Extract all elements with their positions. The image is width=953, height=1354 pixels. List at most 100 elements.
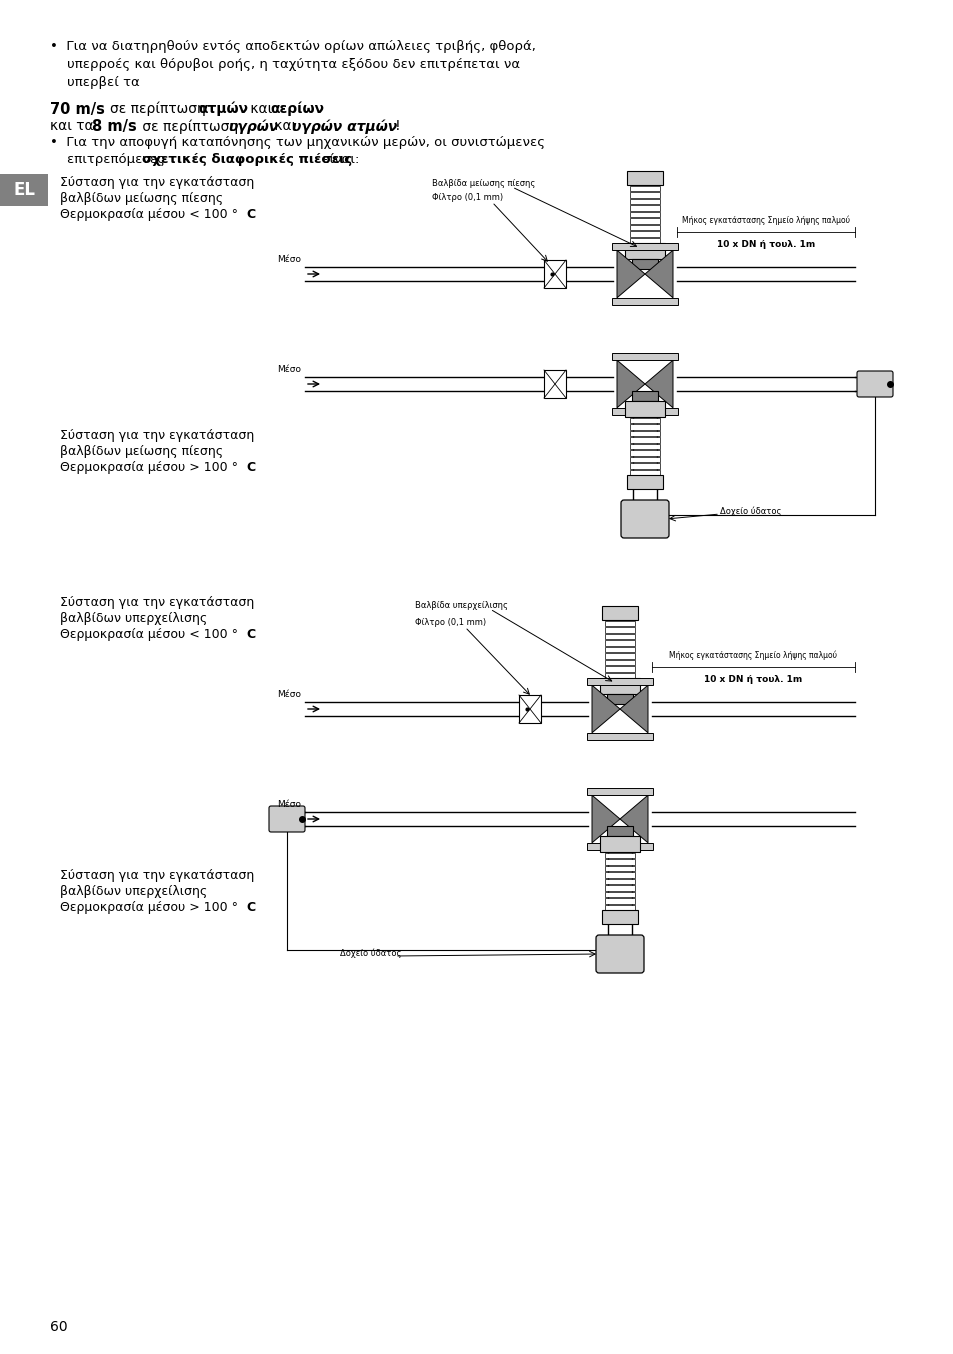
FancyBboxPatch shape [596, 936, 643, 974]
Bar [629, 463, 659, 468]
Text: βαλβίδων υπερχείλισης: βαλβίδων υπερχείλισης [60, 886, 207, 898]
Bar [604, 860, 635, 865]
Bar [604, 640, 635, 646]
Bar [586, 788, 652, 795]
Text: Μέσο: Μέσο [276, 255, 301, 264]
Bar [629, 232, 659, 237]
Bar [604, 892, 635, 898]
Text: και: και [246, 102, 276, 116]
Bar [629, 206, 659, 211]
Text: υγρών: υγρών [228, 119, 278, 134]
Text: υπερροές και θόρυβοι ροής, η ταχύτητα εξόδου δεν επιτρέπεται να: υπερροές και θόρυβοι ροής, η ταχύτητα εξ… [50, 58, 519, 70]
Polygon shape [592, 795, 619, 842]
Text: αερίων: αερίων [270, 102, 324, 116]
Bar [629, 418, 659, 424]
Text: σε περίπτωση: σε περίπτωση [110, 102, 210, 116]
Polygon shape [592, 685, 619, 733]
Bar [599, 835, 639, 852]
Bar [631, 391, 658, 401]
Bar [586, 733, 652, 739]
Bar [604, 898, 635, 903]
Bar [629, 199, 659, 204]
Bar [629, 225, 659, 230]
Text: σχετικές διαφορικές πιέσεις: σχετικές διαφορικές πιέσεις [142, 153, 352, 167]
Polygon shape [617, 360, 644, 408]
Text: Φίλτρο (0,1 mm): Φίλτρο (0,1 mm) [432, 194, 502, 202]
Bar [604, 666, 635, 672]
Text: είναι:: είναι: [317, 153, 359, 167]
Text: Σύσταση για την εγκατάσταση: Σύσταση για την εγκατάσταση [60, 596, 254, 609]
Text: Σύσταση για την εγκατάσταση: Σύσταση για την εγκατάσταση [60, 429, 254, 441]
Text: 10 x DN ή τουλ. 1m: 10 x DN ή τουλ. 1m [703, 676, 801, 684]
Bar [604, 621, 635, 627]
Bar [601, 607, 638, 620]
Bar [612, 408, 678, 414]
Text: 8 m/s: 8 m/s [91, 119, 136, 134]
Bar [629, 444, 659, 450]
Bar [604, 647, 635, 653]
Text: •  Για να διατηρηθούν εντός αποδεκτών ορίων απώλειες τριβής, φθορά,: • Για να διατηρηθούν εντός αποδεκτών ορί… [50, 41, 536, 53]
Text: Δοχείο ύδατος: Δοχείο ύδατος [339, 948, 401, 957]
Text: ατμών: ατμών [198, 102, 248, 116]
Bar [629, 451, 659, 456]
Text: και τα: και τα [50, 119, 98, 133]
Text: Μέσο: Μέσο [276, 366, 301, 374]
Text: Θερμοκρασία μέσου < 100 °: Θερμοκρασία μέσου < 100 ° [60, 628, 237, 640]
Text: υγρών ατμών: υγρών ατμών [292, 119, 396, 134]
Bar [604, 886, 635, 891]
Bar [599, 678, 639, 695]
Bar [629, 211, 659, 217]
Text: •  Για την αποφυγή καταπόνησης των μηχανικών μερών, οι συνιστώμενες: • Για την αποφυγή καταπόνησης των μηχανι… [50, 135, 544, 149]
Text: βαλβίδων υπερχείλισης: βαλβίδων υπερχείλισης [60, 612, 207, 626]
Text: Μήκος εγκατάστασης Σημείο λήψης παλμού: Μήκος εγκατάστασης Σημείο λήψης παλμού [681, 215, 849, 225]
Bar [604, 872, 635, 877]
Polygon shape [619, 795, 647, 842]
Bar [629, 192, 659, 198]
Bar [624, 401, 664, 417]
Text: Μέσο: Μέσο [276, 800, 301, 808]
FancyBboxPatch shape [269, 806, 305, 831]
Bar [606, 826, 633, 835]
FancyBboxPatch shape [856, 371, 892, 397]
Bar [543, 260, 565, 288]
Text: βαλβίδων μείωσης πίεσης: βαλβίδων μείωσης πίεσης [60, 445, 223, 458]
Bar [604, 867, 635, 872]
Text: Φίλτρο (0,1 mm): Φίλτρο (0,1 mm) [415, 617, 486, 627]
Text: Θερμοκρασία μέσου > 100 °: Θερμοκρασία μέσου > 100 ° [60, 460, 237, 474]
Bar [604, 673, 635, 678]
Bar [604, 653, 635, 658]
Text: C: C [246, 628, 254, 640]
Bar [629, 237, 659, 242]
Text: C: C [246, 209, 254, 221]
Bar [604, 853, 635, 858]
Bar [624, 242, 664, 259]
Bar [629, 185, 659, 191]
Bar [604, 627, 635, 632]
Bar [0, 175, 48, 206]
Text: Βαλβίδα υπερχείλισης: Βαλβίδα υπερχείλισης [415, 601, 507, 611]
Text: 70 m/s: 70 m/s [50, 102, 105, 116]
Text: 10 x DN ή τουλ. 1m: 10 x DN ή τουλ. 1m [716, 240, 814, 249]
Text: EL: EL [13, 181, 35, 199]
Bar [612, 244, 678, 250]
Text: Σύσταση για την εγκατάσταση: Σύσταση για την εγκατάσταση [60, 869, 254, 881]
Text: και: και [270, 119, 300, 133]
Bar [604, 634, 635, 639]
Text: C: C [246, 900, 254, 914]
Text: βαλβίδων μείωσης πίεσης: βαλβίδων μείωσης πίεσης [60, 192, 223, 204]
Bar [612, 353, 678, 360]
Bar [629, 470, 659, 475]
Bar [586, 678, 652, 685]
Text: επιτρεπόμενες: επιτρεπόμενες [50, 153, 169, 167]
Text: C: C [246, 460, 254, 474]
Bar [629, 424, 659, 429]
Bar [629, 437, 659, 443]
Bar [604, 879, 635, 884]
FancyBboxPatch shape [620, 500, 668, 538]
Text: Θερμοκρασία μέσου < 100 °: Θερμοκρασία μέσου < 100 ° [60, 209, 237, 221]
Bar [629, 218, 659, 223]
Text: Θερμοκρασία μέσου > 100 °: Θερμοκρασία μέσου > 100 ° [60, 900, 237, 914]
Text: !: ! [395, 119, 400, 133]
Polygon shape [619, 685, 647, 733]
Text: Σύσταση για την εγκατάσταση: Σύσταση για την εγκατάσταση [60, 176, 254, 190]
